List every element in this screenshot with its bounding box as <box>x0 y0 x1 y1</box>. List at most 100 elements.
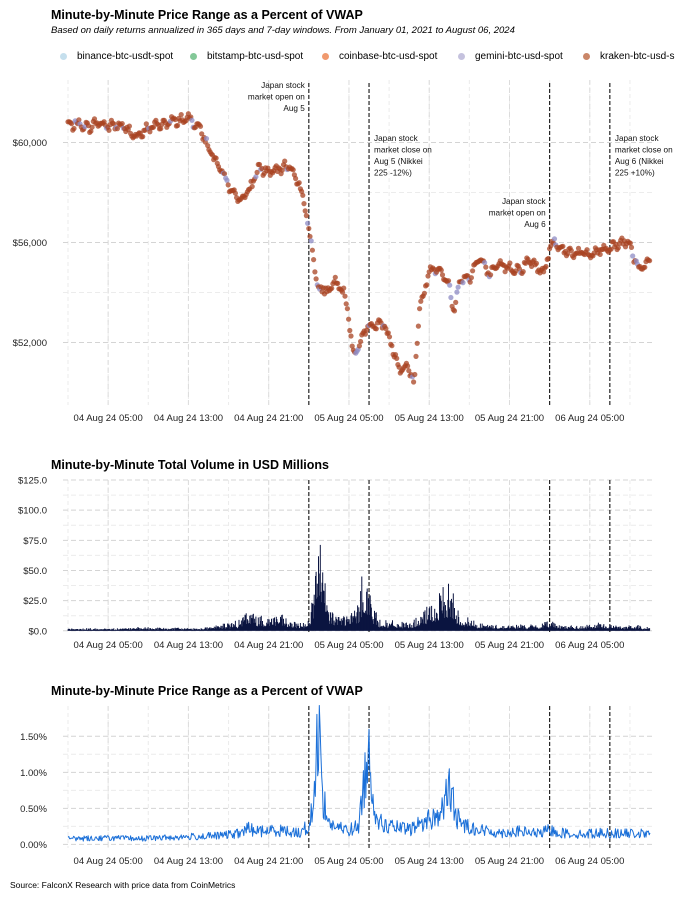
price-point <box>256 161 263 168</box>
legend-swatch <box>458 52 465 60</box>
price-point <box>460 280 466 286</box>
price-point <box>300 192 306 198</box>
legend-label: bitstamp-btc-usd-spot <box>207 51 304 62</box>
price-point <box>551 236 558 242</box>
price-point <box>213 155 219 161</box>
price-point <box>448 294 454 301</box>
price-point <box>560 243 566 249</box>
price-point <box>332 274 338 280</box>
y-tick-label: $50.0 <box>23 566 47 577</box>
price-point <box>470 268 476 274</box>
price-point <box>221 171 228 177</box>
chart-title-range: Minute-by-Minute Price Range as a Percen… <box>51 684 363 698</box>
x-tick-label: 05 Aug 24 13:00 <box>395 856 464 867</box>
price-point <box>106 127 112 133</box>
x-tick-label: 04 Aug 24 13:00 <box>154 856 223 867</box>
event-annotation: market close on <box>615 146 673 155</box>
price-point <box>373 326 379 332</box>
price-point <box>203 136 210 142</box>
price-point <box>482 260 488 266</box>
price-point <box>307 233 313 240</box>
price-point <box>312 269 318 275</box>
price-point <box>199 131 205 137</box>
price-point <box>413 353 419 359</box>
legend-item-binance: binance-btc-usdt-spot <box>60 51 173 62</box>
event-annotation: Japan stock <box>502 197 547 206</box>
price-point <box>299 188 305 194</box>
price-point <box>545 255 552 262</box>
price-point <box>343 301 349 307</box>
y-tick-label: $52,000 <box>13 338 47 349</box>
price-point <box>541 269 547 275</box>
price-point <box>205 143 211 149</box>
price-point <box>647 258 653 264</box>
price-point <box>344 306 350 312</box>
source-note: Source: FalconX Research with price data… <box>10 880 236 890</box>
price-point <box>147 129 153 135</box>
range-line <box>67 705 651 842</box>
price-point <box>347 327 353 334</box>
legend-label: gemini-btc-usd-spot <box>475 51 563 62</box>
price-point <box>520 269 526 275</box>
volume-series <box>67 544 651 631</box>
x-tick-label: 05 Aug 24 13:00 <box>395 640 464 651</box>
price-point <box>385 330 391 336</box>
legend-item-kraken: kraken-btc-usd-s <box>583 51 674 62</box>
legend-item-coinbase: coinbase-btc-usd-spot <box>322 51 437 62</box>
price-point <box>447 282 453 288</box>
price-point <box>71 125 77 132</box>
price-point <box>451 308 458 314</box>
price-point <box>76 117 82 123</box>
y-tick-label: $56,000 <box>13 238 47 249</box>
price-point <box>455 284 461 290</box>
legend-item-bitstamp: bitstamp-btc-usd-spot <box>190 51 303 62</box>
price-point <box>114 126 120 132</box>
price-point <box>296 180 302 186</box>
price-point <box>642 264 648 270</box>
event-annotation: Japan stock <box>261 81 306 90</box>
legend-swatch <box>60 52 67 60</box>
price-point <box>158 126 164 132</box>
price-point <box>89 124 95 130</box>
price-point <box>507 260 513 266</box>
price-point <box>175 122 181 129</box>
price-point <box>349 343 355 349</box>
x-tick-label: 04 Aug 24 05:00 <box>74 413 143 424</box>
chart-title-price: Minute-by-Minute Price Range as a Percen… <box>51 8 363 22</box>
price-point <box>394 355 400 361</box>
y-tick-label: $75.0 <box>23 536 47 547</box>
price-point <box>417 306 423 312</box>
price-point <box>533 260 540 266</box>
price-point <box>335 280 341 286</box>
price-point <box>615 245 621 251</box>
price-point <box>311 257 317 263</box>
price-point <box>346 316 352 322</box>
x-tick-label: 05 Aug 24 05:00 <box>314 856 383 867</box>
price-point <box>467 279 473 285</box>
price-point <box>279 167 285 173</box>
legend-label: kraken-btc-usd-s <box>600 51 675 62</box>
y-tick-label: 1.50% <box>20 732 47 743</box>
event-annotation: 225 -12%) <box>374 169 412 178</box>
price-point <box>305 220 311 226</box>
price-point <box>282 158 288 164</box>
event-annotation: Japan stock <box>615 134 660 143</box>
price-point <box>406 368 412 374</box>
y-tick-label: 0.50% <box>20 804 47 815</box>
price-point <box>309 247 315 253</box>
price-point <box>543 263 549 270</box>
x-tick-label: 06 Aug 24 05:00 <box>555 413 624 424</box>
event-annotation: market close on <box>374 146 432 155</box>
x-tick-label: 04 Aug 24 13:00 <box>154 640 223 651</box>
x-tick-label: 05 Aug 24 21:00 <box>475 856 544 867</box>
price-point <box>439 272 446 278</box>
price-series <box>65 111 653 385</box>
price-point <box>254 169 260 175</box>
x-tick-label: 05 Aug 24 21:00 <box>475 640 544 651</box>
x-tick-label: 05 Aug 24 05:00 <box>314 413 383 424</box>
price-point <box>313 276 319 282</box>
price-point <box>301 201 307 207</box>
y-tick-label: $0.0 <box>29 626 48 637</box>
price-point <box>69 121 75 127</box>
